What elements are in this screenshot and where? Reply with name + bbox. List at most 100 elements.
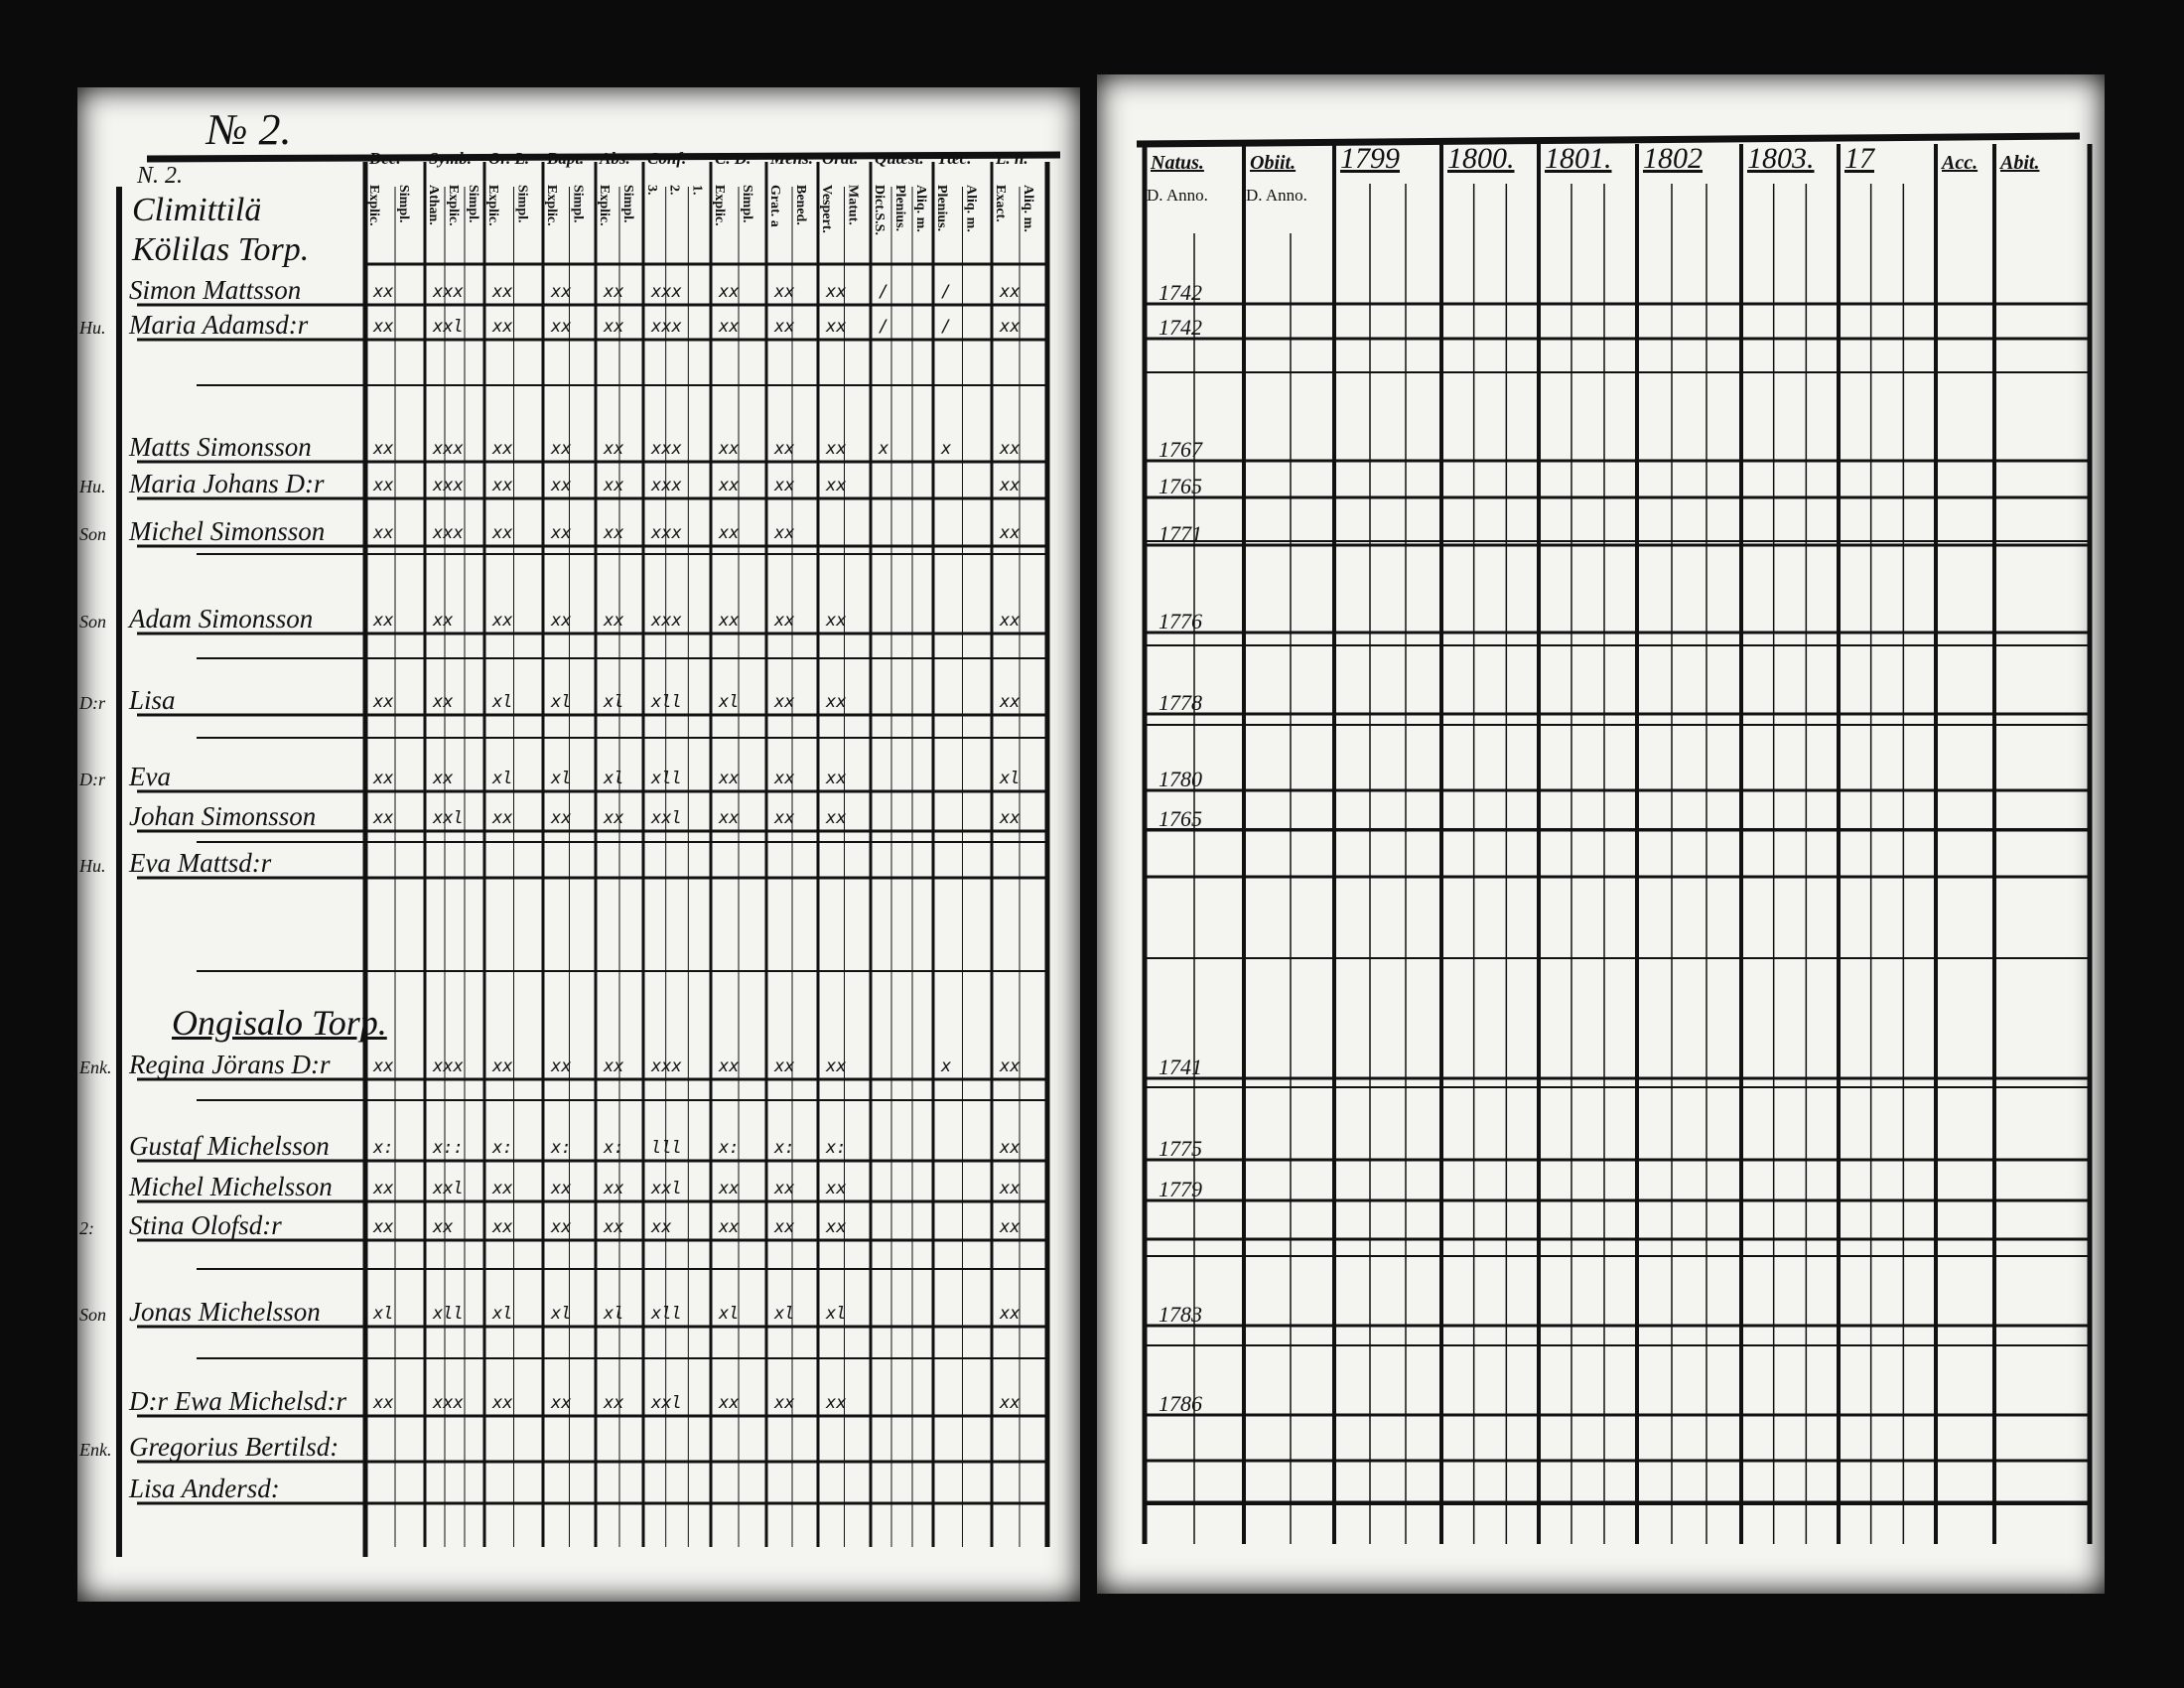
catechism-mark: xx — [604, 523, 624, 543]
catechism-mark: xx — [551, 808, 572, 828]
catechism-mark: xx — [719, 611, 740, 631]
column-sub-label: Bened. — [793, 185, 808, 225]
column-group-label: Abs. — [600, 149, 630, 168]
catechism-mark: xx — [492, 1393, 513, 1413]
catechism-mark: xx — [604, 808, 624, 828]
catechism-mark: xl — [492, 692, 513, 712]
catechism-mark: xx — [826, 439, 847, 459]
catechism-mark: xx — [373, 1179, 394, 1198]
catechism-mark: xx — [551, 439, 572, 459]
catechism-mark: xx — [651, 1217, 672, 1237]
person-name: Eva Mattsd:r — [129, 848, 272, 878]
birth-year: 1771 — [1159, 521, 1202, 546]
catechism-mark: xx — [1000, 1393, 1021, 1413]
catechism-mark: xx — [373, 1056, 394, 1076]
catechism-mark: xx — [719, 808, 740, 828]
catechism-mark: xx — [826, 611, 847, 631]
column-sub-label: Plenius. — [934, 185, 949, 232]
catechism-mark: xx — [604, 1179, 624, 1198]
catechism-mark: x: — [373, 1138, 394, 1158]
left-page: № 2. N. 2. Climittilä Kölilas Torp. Dec. Ex… — [77, 87, 1080, 1602]
catechism-mark: xx — [826, 1393, 847, 1413]
catechism-mark: xxx — [651, 439, 682, 459]
year-column-label: Abit. — [2000, 152, 2040, 174]
catechism-mark: xx — [492, 808, 513, 828]
column-sub-label: Plenius. — [892, 185, 907, 232]
birth-year: 1742 — [1159, 280, 1202, 305]
catechism-mark: xl — [826, 1304, 847, 1324]
catechism-mark: xl — [719, 1304, 740, 1324]
household-role: Son — [79, 1305, 106, 1325]
household-role: Hu. — [79, 477, 106, 496]
catechism-mark: xx — [492, 1056, 513, 1076]
person-name: Lisa — [129, 685, 176, 715]
column-group-label: Mens. — [770, 149, 813, 168]
column-sub-label: Explic. — [597, 185, 612, 226]
catechism-mark: xx — [492, 476, 513, 495]
column-group-label: Dec. — [369, 149, 401, 168]
person-name: Regina Jörans D:r — [129, 1050, 331, 1079]
catechism-mark: xxx — [433, 476, 464, 495]
left-page-ruling — [116, 151, 1061, 1557]
catechism-mark: x — [941, 1056, 952, 1076]
catechism-mark: xx — [826, 769, 847, 788]
catechism-mark: xl — [719, 692, 740, 712]
column-group-label: C. D. — [715, 149, 751, 168]
column-group-label: Conf. — [647, 149, 687, 168]
catechism-mark: xll — [651, 692, 682, 712]
catechism-mark: xx — [1000, 692, 1021, 712]
column-sub-label: Explic. — [485, 185, 500, 226]
catechism-mark: xx — [373, 282, 394, 302]
catechism-mark: xx — [826, 1056, 847, 1076]
catechism-mark: xx — [604, 439, 624, 459]
catechism-mark: xx — [719, 282, 740, 302]
catechism-mark: xx — [551, 1179, 572, 1198]
catechism-mark: xx — [1000, 317, 1021, 337]
birth-year: 1765 — [1159, 806, 1202, 831]
catechism-mark: xl — [1000, 769, 1021, 788]
catechism-mark: xx — [433, 769, 454, 788]
catechism-mark: xx — [373, 476, 394, 495]
catechism-mark: xx — [719, 1393, 740, 1413]
birth-year: 1742 — [1159, 315, 1202, 340]
year-column-label: Acc. — [1942, 152, 1979, 174]
section-heading: Ongisalo Torp. — [172, 1003, 387, 1043]
catechism-mark: xx — [774, 808, 795, 828]
catechism-mark: xx — [492, 317, 513, 337]
column-group-label: L. n. — [996, 149, 1028, 168]
column-sub-label: D. Anno. — [1246, 186, 1307, 205]
catechism-mark: xx — [719, 1056, 740, 1076]
column-group-label: Or. L. — [488, 149, 530, 168]
column-sub-label: Matut. — [845, 185, 861, 225]
person-name: Gregorius Bertilsd: — [129, 1432, 340, 1462]
catechism-mark: xx — [604, 282, 624, 302]
header-line: Kölilas Torp. — [132, 231, 310, 268]
year-column-label: 17 — [1844, 142, 1874, 175]
catechism-mark: xxx — [433, 282, 464, 302]
catechism-mark: xx — [826, 317, 847, 337]
catechism-mark: xx — [719, 476, 740, 495]
catechism-mark: xx — [551, 282, 572, 302]
household-role: Hu. — [79, 318, 106, 338]
column-sub-label: Exact. — [993, 185, 1008, 222]
year-column-label: 1802 — [1643, 142, 1703, 175]
catechism-mark: xx — [492, 523, 513, 543]
column-group-label: Bapt. — [547, 149, 585, 168]
birth-year: 1775 — [1159, 1136, 1202, 1161]
column-group-label: Symb. — [429, 149, 472, 168]
top-rule — [146, 151, 1061, 163]
column-sub-label: D. Anno. — [1147, 186, 1208, 205]
catechism-mark: xx — [719, 1217, 740, 1237]
catechism-mark: xxl — [651, 1393, 682, 1413]
catechism-mark: xx — [492, 282, 513, 302]
household-role: Enk. — [79, 1057, 112, 1077]
catechism-mark: x: — [774, 1138, 795, 1158]
column-sub-label: Simpl. — [466, 185, 480, 223]
catechism-mark: xl — [604, 769, 624, 788]
household-role: Enk. — [79, 1440, 112, 1460]
catechism-mark: xxl — [651, 808, 682, 828]
household-role: D:r — [79, 693, 105, 713]
catechism-mark: x: — [719, 1138, 740, 1158]
catechism-mark: xl — [551, 1304, 572, 1324]
person-name: Michel Michelsson — [129, 1172, 333, 1201]
